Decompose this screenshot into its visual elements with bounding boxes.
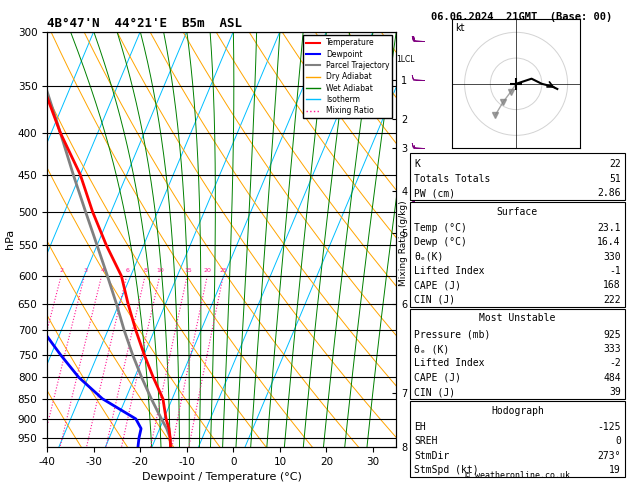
Text: 06.06.2024  21GMT  (Base: 00): 06.06.2024 21GMT (Base: 00) [431, 12, 613, 22]
Text: Most Unstable: Most Unstable [479, 313, 555, 323]
Text: Hodograph: Hodograph [491, 405, 544, 416]
Text: 273°: 273° [598, 451, 621, 461]
Text: 25: 25 [220, 268, 228, 273]
Text: CIN (J): CIN (J) [414, 295, 455, 305]
Legend: Temperature, Dewpoint, Parcel Trajectory, Dry Adiabat, Wet Adiabat, Isotherm, Mi: Temperature, Dewpoint, Parcel Trajectory… [303, 35, 392, 118]
X-axis label: Dewpoint / Temperature (°C): Dewpoint / Temperature (°C) [142, 472, 302, 483]
Text: 22: 22 [609, 159, 621, 169]
Text: θₑ(K): θₑ(K) [414, 252, 443, 261]
Text: 23.1: 23.1 [598, 223, 621, 233]
Y-axis label: km
ASL: km ASL [423, 228, 442, 250]
Text: 4: 4 [100, 268, 104, 273]
Text: 3: 3 [83, 268, 87, 273]
Text: 2: 2 [60, 268, 64, 273]
Text: 10: 10 [157, 268, 164, 273]
Text: 0: 0 [615, 436, 621, 446]
Text: Totals Totals: Totals Totals [414, 174, 490, 184]
Text: 333: 333 [603, 344, 621, 354]
Text: Surface: Surface [497, 207, 538, 217]
Text: 51: 51 [609, 174, 621, 184]
Y-axis label: hPa: hPa [5, 229, 15, 249]
Text: Temp (°C): Temp (°C) [414, 223, 467, 233]
Text: SREH: SREH [414, 436, 437, 446]
Text: 4B°47'N  44°21'E  B5m  ASL: 4B°47'N 44°21'E B5m ASL [47, 17, 242, 31]
Text: θₑ (K): θₑ (K) [414, 344, 449, 354]
Text: -2: -2 [609, 358, 621, 368]
Text: 6: 6 [125, 268, 129, 273]
Text: 925: 925 [603, 330, 621, 340]
Text: Dewp (°C): Dewp (°C) [414, 237, 467, 247]
Text: 484: 484 [603, 373, 621, 382]
Text: 15: 15 [184, 268, 192, 273]
Text: CAPE (J): CAPE (J) [414, 373, 461, 382]
Text: Pressure (mb): Pressure (mb) [414, 330, 490, 340]
Text: 1LCL: 1LCL [397, 55, 415, 64]
Text: 222: 222 [603, 295, 621, 305]
Text: kt: kt [455, 23, 465, 34]
Text: 20: 20 [204, 268, 212, 273]
Text: Lifted Index: Lifted Index [414, 266, 484, 276]
Text: 2.86: 2.86 [598, 188, 621, 198]
Text: CAPE (J): CAPE (J) [414, 280, 461, 290]
Text: 330: 330 [603, 252, 621, 261]
Text: StmSpd (kt): StmSpd (kt) [414, 465, 479, 475]
Text: Mixing Ratio (g/kg): Mixing Ratio (g/kg) [399, 200, 408, 286]
Text: © weatheronline.co.uk: © weatheronline.co.uk [465, 471, 569, 480]
Text: -125: -125 [598, 422, 621, 432]
Text: K: K [414, 159, 420, 169]
Text: CIN (J): CIN (J) [414, 387, 455, 397]
Text: 168: 168 [603, 280, 621, 290]
Text: EH: EH [414, 422, 426, 432]
Text: 39: 39 [609, 387, 621, 397]
Text: StmDir: StmDir [414, 451, 449, 461]
Text: 8: 8 [144, 268, 148, 273]
Text: -1: -1 [609, 266, 621, 276]
Text: Lifted Index: Lifted Index [414, 358, 484, 368]
Text: 19: 19 [609, 465, 621, 475]
Text: 16.4: 16.4 [598, 237, 621, 247]
Text: PW (cm): PW (cm) [414, 188, 455, 198]
